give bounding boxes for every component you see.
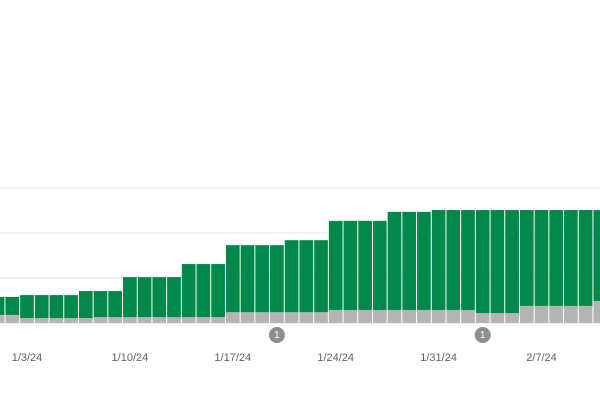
bar-segment	[78, 291, 93, 319]
annotation-marker	[474, 327, 491, 343]
bar-segment	[431, 210, 446, 310]
bar-segment	[417, 309, 431, 323]
bar-segment	[534, 210, 549, 306]
x-tick-label: 1/31/24	[420, 352, 457, 364]
bar-segment	[490, 210, 505, 314]
x-tick-label: 2/7/24	[526, 352, 557, 364]
bar-segment	[20, 318, 34, 323]
bar-segment	[446, 210, 461, 310]
bar-segment	[284, 240, 299, 313]
bar-segment	[34, 318, 49, 323]
bar-segment	[578, 305, 593, 323]
bar-segment	[314, 312, 328, 323]
bar-segment	[343, 220, 358, 310]
bar-segment	[255, 245, 270, 313]
bar-segment	[240, 312, 255, 323]
bar-segment	[108, 291, 123, 318]
bar-segment	[137, 317, 152, 323]
bar-segment	[108, 317, 123, 323]
bar-segment	[358, 220, 372, 310]
bar-segment	[387, 211, 402, 310]
bar-segment	[167, 277, 181, 318]
bar-segment	[196, 317, 211, 323]
bar-segment	[417, 211, 431, 310]
bar-segment	[78, 318, 93, 323]
bar-segment	[372, 309, 387, 323]
bar-segment	[5, 314, 20, 323]
bar-segment	[20, 295, 34, 319]
bar-segment	[123, 277, 137, 318]
bar-segment	[490, 313, 505, 323]
bar-segment	[328, 309, 343, 323]
bar-segment	[387, 309, 402, 323]
x-tick-label: 1/24/24	[317, 352, 354, 364]
bar-segment	[593, 300, 600, 323]
bar-segment	[181, 264, 196, 318]
bar-segment	[402, 309, 417, 323]
bar-segment	[255, 312, 270, 323]
bar-segment	[64, 295, 78, 319]
bar-segment	[181, 317, 196, 323]
bar-segment	[0, 314, 5, 323]
bar-segment	[152, 277, 167, 318]
bar-segment	[64, 318, 78, 323]
bar-segment	[49, 295, 64, 319]
bar-segment	[211, 264, 225, 318]
bar-segment	[93, 291, 108, 318]
bar-segment	[299, 312, 314, 323]
bar-segment	[343, 309, 358, 323]
bar-segment	[431, 309, 446, 323]
bar-segment	[446, 309, 461, 323]
bar-segment	[211, 317, 225, 323]
annotation-marker	[268, 327, 285, 343]
bar-segment	[240, 245, 255, 313]
bar-segment	[5, 296, 20, 315]
bar-segment	[475, 210, 490, 314]
bar-segment	[328, 220, 343, 310]
bar-segment	[505, 313, 519, 323]
bar-segment	[225, 312, 240, 323]
bar-segment	[402, 211, 417, 310]
bar-segment	[475, 313, 490, 323]
bar-segment	[0, 296, 5, 315]
bar-segment	[564, 305, 578, 323]
bar-segment	[534, 305, 549, 323]
bar-segment	[593, 210, 600, 301]
bar-segment	[299, 240, 314, 313]
bar-segment	[152, 317, 167, 323]
bar-segment	[505, 210, 519, 314]
bar-segment	[519, 210, 534, 306]
bar-segment	[137, 277, 152, 318]
bar-segment	[93, 317, 108, 323]
bar-segment	[549, 210, 564, 306]
bar-segment	[358, 309, 372, 323]
bar-segment	[225, 245, 240, 313]
x-tick-label: 1/3/24	[12, 352, 43, 364]
bar-segment	[34, 295, 49, 319]
bar-segment	[314, 240, 328, 313]
x-tick-label: 1/17/24	[214, 352, 251, 364]
bar-segment	[578, 210, 593, 306]
x-tick-label: 1/10/24	[112, 352, 149, 364]
bar-segment	[519, 305, 534, 323]
bar-segment	[461, 210, 475, 310]
bar-segment	[123, 317, 137, 323]
bar-segment	[49, 318, 64, 323]
bar-segment	[564, 210, 578, 306]
bar-segment	[284, 312, 299, 323]
annotation-label: 1	[480, 330, 486, 341]
bar-segment	[372, 220, 387, 310]
annotation-label: 1	[274, 330, 280, 341]
bar-segment	[461, 309, 475, 323]
bar-segment	[167, 317, 181, 323]
bar-segment	[270, 312, 284, 323]
bar-segment	[270, 245, 284, 313]
bar-segment	[196, 264, 211, 318]
bar-segment	[549, 305, 564, 323]
